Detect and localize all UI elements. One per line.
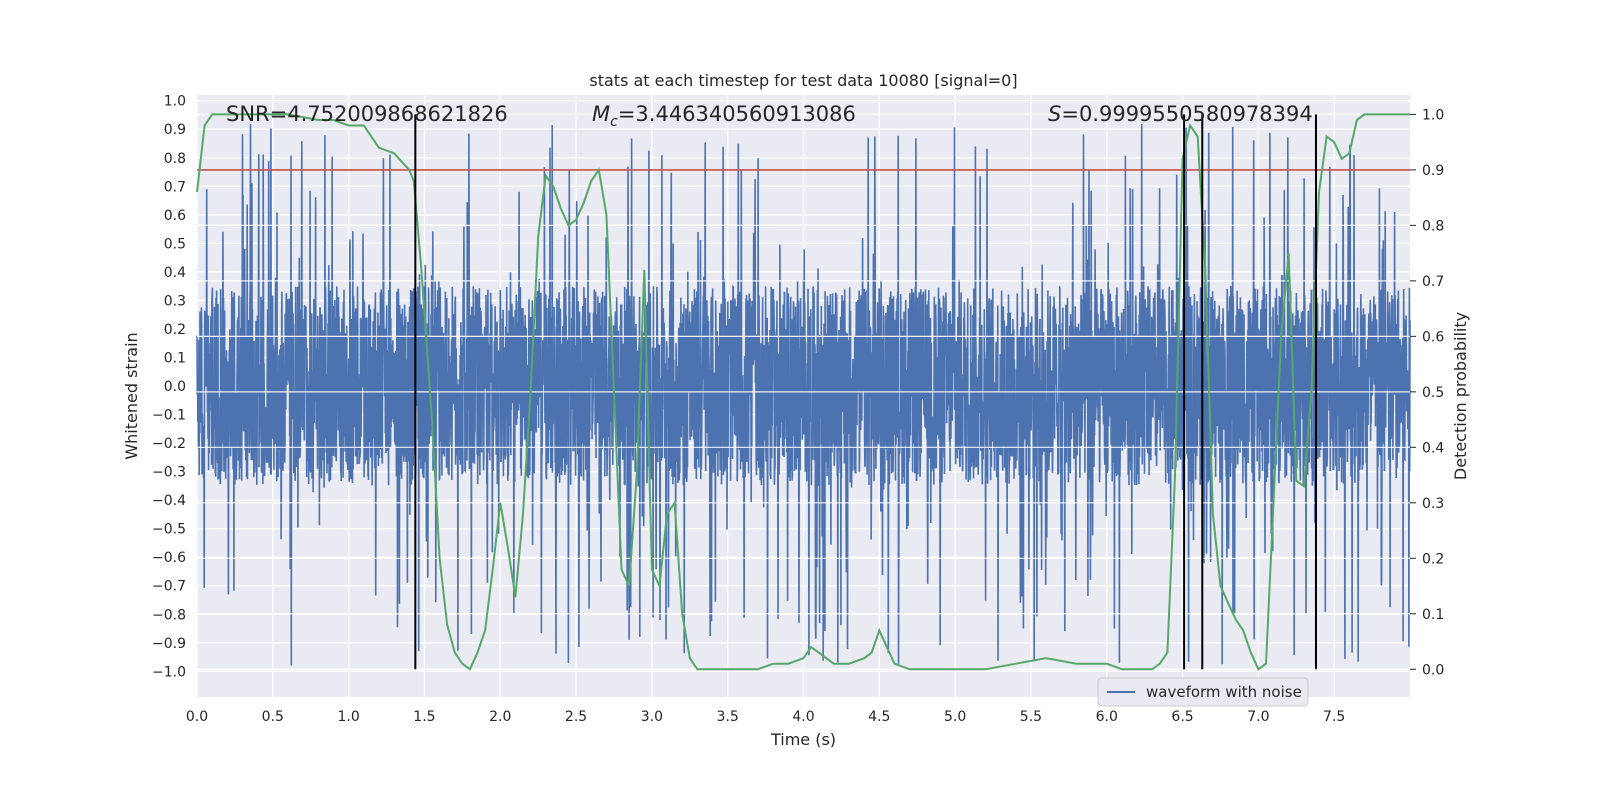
y-axis-left: 1.0 0.9 0.8 0.7 0.6 0.5 0.4 0.3 0.2 0.1 0.0 −0.1 −0.… — [152, 94, 186, 681]
x-tick-label: 5.5 — [1020, 709, 1042, 725]
x-tick-label: 5.0 — [944, 709, 966, 725]
x-tick-label: 0.0 — [186, 709, 208, 725]
x-tick-label: 2.0 — [489, 709, 511, 725]
y-left-tick-label: −0.5 — [152, 522, 186, 538]
s-symbol: S — [1048, 102, 1061, 126]
y-left-tick-label: 0.2 — [164, 322, 186, 338]
waveform-line — [196, 123, 1411, 666]
overlay-series — [196, 113, 1410, 671]
y-left-tick-label: −0.7 — [152, 579, 186, 595]
x-tick-label: 1.0 — [337, 709, 359, 725]
y-left-tick-label: 0.4 — [164, 265, 186, 281]
y-left-tick-label: 0.9 — [164, 122, 186, 138]
y-left-tick-label: 0.0 — [164, 379, 186, 395]
y-left-tick-label: −0.3 — [152, 465, 186, 481]
y-left-tick-label: −0.4 — [152, 493, 186, 509]
x-tick-label: 7.5 — [1323, 709, 1345, 725]
x-axis-label: Time (s) — [770, 730, 836, 749]
y-right-tick-label: 0.1 — [1422, 607, 1444, 623]
x-tick-label: 6.0 — [1096, 709, 1118, 725]
s-annotation: S=0.9999550580978394 — [1048, 102, 1313, 126]
x-tick-label: 6.5 — [1171, 709, 1193, 725]
y-right-tick-label: 0.4 — [1422, 440, 1444, 456]
legend: waveform with noise — [1097, 677, 1309, 707]
y-left-tick-label: −0.1 — [152, 408, 186, 424]
y-left-tick-label: −0.8 — [152, 607, 186, 623]
x-tick-label: 1.5 — [413, 709, 435, 725]
y-right-tick-label: 0.5 — [1422, 385, 1444, 401]
y-left-tick-label: 0.8 — [164, 151, 186, 167]
y-left-tick-label: −1.0 — [152, 664, 186, 680]
x-tick-label: 3.5 — [717, 709, 739, 725]
x-tick-label: 4.5 — [868, 709, 890, 725]
x-tick-label: 2.5 — [565, 709, 587, 725]
y-axis-right: 1.0 0.9 0.8 0.7 0.6 0.5 0.4 0.3 0.2 0.1 0.0 — [1410, 107, 1444, 678]
probability-line — [196, 113, 1410, 671]
y-left-tick-label: 1.0 — [164, 94, 186, 110]
legend-label-waveform: waveform with noise — [1146, 683, 1302, 701]
mc-symbol: M — [592, 102, 610, 126]
y-right-tick-label: 1.0 — [1422, 107, 1444, 123]
y-right-tick-label: 0.8 — [1422, 218, 1444, 234]
y-left-tick-label: 0.1 — [164, 350, 186, 366]
y-left-tick-label: −0.6 — [152, 550, 186, 566]
y-left-tick-label: −0.9 — [152, 636, 186, 652]
y-left-tick-label: −0.2 — [152, 436, 186, 452]
y-axis-right-label: Detection probability — [1451, 312, 1470, 480]
y-axis-left-label: Whitened strain — [122, 332, 141, 459]
mc-subscript: c — [610, 114, 618, 130]
snr-annotation: SNR=4.752009868621826 — [226, 102, 508, 126]
y-right-tick-label: 0.2 — [1422, 551, 1444, 567]
s-value: =0.9999550580978394 — [1061, 102, 1312, 126]
y-left-tick-label: 0.3 — [164, 293, 186, 309]
y-right-tick-label: 0.7 — [1422, 274, 1444, 290]
x-tick-label: 3.0 — [641, 709, 663, 725]
legend-box — [1097, 677, 1309, 707]
x-tick-label: 0.5 — [262, 709, 284, 725]
x-tick-label: 4.0 — [792, 709, 814, 725]
y-right-tick-label: 0.0 — [1422, 662, 1444, 678]
chart-title: stats at each timestep for test data 100… — [589, 71, 1017, 90]
y-right-tick-label: 0.3 — [1422, 496, 1444, 512]
x-tick-label: 7.0 — [1247, 709, 1269, 725]
mc-value: =3.446340560913086 — [618, 102, 856, 126]
y-left-tick-label: 0.7 — [164, 179, 186, 195]
chirp-mass-annotation: Mc=3.446340560913086 — [592, 102, 856, 130]
y-right-tick-label: 0.6 — [1422, 329, 1444, 345]
y-right-tick-label: 0.9 — [1422, 163, 1444, 179]
y-left-tick-label: 0.6 — [164, 208, 186, 224]
waveform-series — [196, 123, 1411, 666]
x-axis: 0.0 0.5 1.0 1.5 2.0 2.5 3.0 3.5 4.0 4.5 5.0 5.5 6.0 6… — [186, 709, 1345, 725]
y-left-tick-label: 0.5 — [164, 236, 186, 252]
